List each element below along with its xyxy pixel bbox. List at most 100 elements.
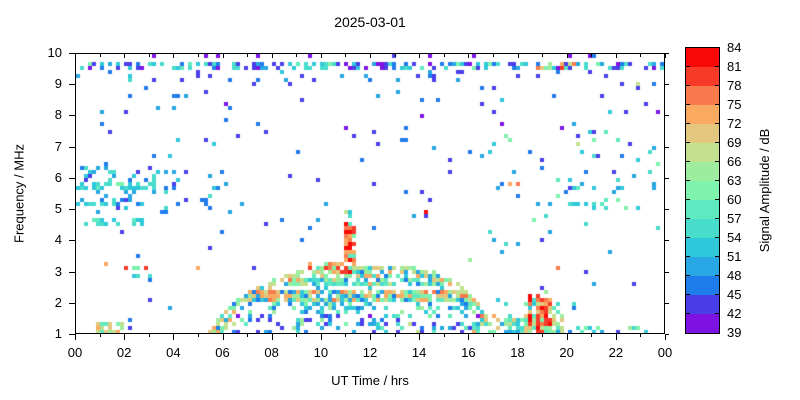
y-tick-right <box>665 178 669 179</box>
colorbar-segment <box>686 200 719 219</box>
x-tick-label: 20 <box>559 345 574 360</box>
colorbar-tick <box>686 237 690 238</box>
colorbar-tick <box>686 256 690 257</box>
colorbar-tick-label: 48 <box>727 268 742 283</box>
y-tick-label: 7 <box>54 138 62 154</box>
y-tick <box>69 240 75 241</box>
x-tick <box>296 334 297 337</box>
x-tick-top <box>321 54 322 58</box>
colorbar-segment <box>686 238 719 257</box>
x-tick-top <box>567 54 568 58</box>
colorbar-segment <box>686 48 719 67</box>
x-tick-top <box>542 54 543 57</box>
y-tick-label: 5 <box>54 201 62 217</box>
x-tick <box>198 334 199 337</box>
colorbar-tick <box>715 256 719 257</box>
x-tick <box>321 334 322 340</box>
colorbar-tick <box>715 294 719 295</box>
y-tick <box>69 178 75 179</box>
y-tick-label: 4 <box>54 232 62 248</box>
colorbar-tick <box>686 275 690 276</box>
colorbar-segment <box>686 105 719 124</box>
x-tick-top <box>616 54 617 58</box>
plot-area <box>75 53 665 334</box>
colorbar-tick-label: 51 <box>727 249 742 264</box>
colorbar-tick <box>715 161 719 162</box>
y-tick <box>69 272 75 273</box>
colorbar-tick-label: 54 <box>727 230 742 245</box>
y-tick-right <box>665 303 669 304</box>
y-tick <box>69 334 75 335</box>
x-tick-top <box>247 54 248 57</box>
x-tick <box>75 334 76 340</box>
colorbar-tick <box>715 313 719 314</box>
spectrogram-canvas <box>76 54 664 333</box>
x-tick <box>493 334 494 337</box>
colorbar-segment <box>686 124 719 143</box>
colorbar-tick <box>686 199 690 200</box>
x-tick-top <box>493 54 494 57</box>
y-tick-label: 9 <box>54 76 62 92</box>
x-tick-top <box>468 54 469 58</box>
colorbar <box>685 47 720 334</box>
x-tick <box>542 334 543 337</box>
x-tick-label: 00 <box>657 345 673 360</box>
x-tick <box>149 334 150 337</box>
chart-title: 2025-03-01 <box>334 14 406 30</box>
x-tick <box>665 334 666 340</box>
x-tick-top <box>296 54 297 57</box>
colorbar-tick-label: 72 <box>727 116 742 131</box>
y-tick <box>69 303 75 304</box>
y-tick <box>69 53 75 54</box>
colorbar-tick <box>715 180 719 181</box>
colorbar-tick <box>715 66 719 67</box>
colorbar-tick-label: 45 <box>727 287 742 302</box>
colorbar-tick <box>686 66 690 67</box>
colorbar-tick <box>686 85 690 86</box>
x-tick-top <box>370 54 371 58</box>
y-tick-label: 3 <box>54 263 62 279</box>
colorbar-tick <box>686 142 690 143</box>
colorbar-tick <box>715 275 719 276</box>
colorbar-tick-label: 63 <box>727 173 742 188</box>
colorbar-tick <box>715 85 719 86</box>
colorbar-segment <box>686 276 719 295</box>
y-tick <box>69 115 75 116</box>
colorbar-tick-label: 84 <box>727 40 742 55</box>
x-tick-top <box>272 54 273 58</box>
x-tick-top <box>100 54 101 57</box>
x-tick-label: 04 <box>166 345 181 360</box>
y-tick <box>69 147 75 148</box>
x-tick-label: 14 <box>411 345 427 360</box>
colorbar-tick <box>686 104 690 105</box>
x-tick <box>272 334 273 340</box>
x-tick-top <box>124 54 125 58</box>
y-tick <box>69 84 75 85</box>
x-tick-top <box>395 54 396 57</box>
colorbar-segment <box>686 257 719 276</box>
colorbar-segment <box>686 162 719 181</box>
y-tick-label: 10 <box>47 45 62 60</box>
x-tick-top <box>198 54 199 57</box>
colorbar-tick <box>686 218 690 219</box>
colorbar-segment <box>686 181 719 200</box>
colorbar-tick-label: 75 <box>727 97 742 112</box>
y-tick-right <box>665 209 669 210</box>
x-tick <box>173 334 174 340</box>
y-tick-right <box>665 147 669 148</box>
y-tick <box>69 209 75 210</box>
y-tick-label: 2 <box>54 294 62 310</box>
colorbar-segment <box>686 295 719 314</box>
colorbar-tick <box>686 294 690 295</box>
colorbar-tick-label: 69 <box>727 135 742 150</box>
y-tick-label: 6 <box>54 169 62 185</box>
colorbar-tick-label: 81 <box>727 59 742 74</box>
x-tick-top <box>223 54 224 58</box>
x-tick-top <box>149 54 150 57</box>
colorbar-tick <box>686 180 690 181</box>
colorbar-tick <box>715 123 719 124</box>
colorbar-tick <box>715 218 719 219</box>
colorbar-segment <box>686 143 719 162</box>
colorbar-tick-label: 42 <box>727 306 742 321</box>
